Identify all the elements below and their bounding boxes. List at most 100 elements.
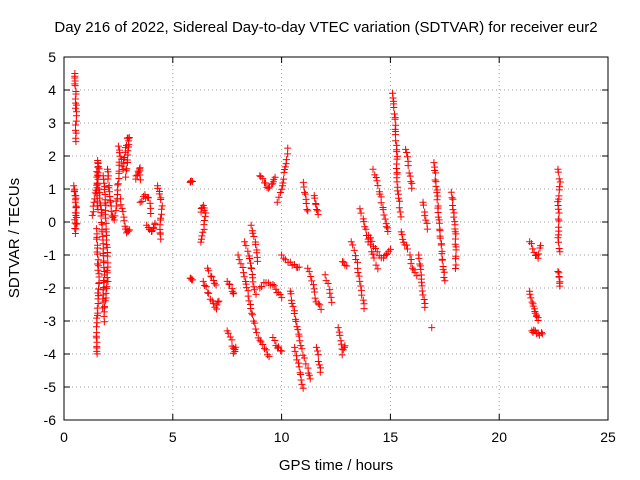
data-point bbox=[366, 234, 374, 242]
data-point bbox=[352, 255, 360, 263]
data-point bbox=[158, 210, 166, 218]
data-point bbox=[419, 291, 427, 299]
data-point bbox=[189, 276, 197, 284]
data-point bbox=[248, 311, 256, 319]
data-point bbox=[253, 249, 261, 257]
data-point bbox=[395, 194, 403, 202]
data-point bbox=[294, 326, 302, 334]
data-point bbox=[305, 371, 313, 379]
data-point bbox=[340, 258, 348, 266]
data-point bbox=[447, 188, 455, 196]
data-point bbox=[102, 214, 110, 222]
data-point bbox=[278, 294, 286, 302]
data-point bbox=[252, 325, 260, 333]
data-point bbox=[556, 178, 564, 186]
data-point bbox=[372, 174, 380, 182]
data-point bbox=[151, 219, 159, 227]
data-point bbox=[93, 350, 101, 358]
data-point bbox=[239, 263, 247, 271]
data-point bbox=[433, 188, 441, 196]
data-point bbox=[350, 246, 358, 254]
data-point bbox=[403, 241, 411, 249]
y-tick-label: -3 bbox=[44, 313, 57, 329]
data-point bbox=[252, 290, 260, 298]
data-point bbox=[371, 245, 379, 253]
data-point bbox=[404, 162, 412, 170]
data-point bbox=[398, 231, 406, 239]
data-point bbox=[432, 169, 440, 177]
data-point bbox=[230, 289, 238, 297]
data-point bbox=[421, 212, 429, 220]
data-point bbox=[301, 190, 309, 198]
data-point bbox=[103, 284, 111, 292]
data-point bbox=[263, 351, 271, 359]
data-point bbox=[93, 184, 101, 192]
data-point bbox=[204, 289, 212, 297]
data-point bbox=[554, 168, 562, 176]
data-point bbox=[314, 351, 322, 359]
data-point bbox=[210, 279, 218, 287]
data-point bbox=[106, 198, 114, 206]
data-point bbox=[358, 291, 366, 299]
data-point bbox=[316, 301, 324, 309]
data-point bbox=[284, 144, 292, 152]
data-point bbox=[92, 323, 100, 331]
data-point bbox=[92, 334, 100, 342]
data-point bbox=[392, 164, 400, 172]
data-point bbox=[377, 199, 385, 207]
data-point bbox=[187, 177, 195, 185]
data-point bbox=[397, 213, 405, 221]
data-point bbox=[411, 269, 419, 277]
data-point bbox=[441, 277, 449, 285]
data-point bbox=[450, 213, 458, 221]
data-point bbox=[417, 265, 425, 273]
data-point bbox=[112, 207, 120, 215]
data-point bbox=[280, 175, 288, 183]
data-point bbox=[259, 175, 267, 183]
data-point bbox=[94, 299, 102, 307]
data-point bbox=[253, 329, 261, 337]
data-point bbox=[104, 277, 112, 285]
data-point bbox=[248, 265, 256, 273]
data-point bbox=[71, 209, 79, 217]
data-point bbox=[380, 211, 388, 219]
data-point bbox=[316, 368, 324, 376]
data-point bbox=[93, 319, 101, 327]
data-point bbox=[252, 241, 260, 249]
data-point bbox=[299, 384, 307, 392]
grid bbox=[64, 57, 608, 420]
y-tick-label: -1 bbox=[44, 247, 57, 263]
data-point bbox=[117, 195, 125, 203]
data-point bbox=[202, 209, 210, 217]
data-point bbox=[114, 142, 122, 150]
data-point bbox=[413, 272, 421, 280]
data-point bbox=[107, 207, 115, 215]
data-point bbox=[290, 309, 298, 317]
data-point bbox=[197, 238, 205, 246]
data-point bbox=[90, 198, 98, 206]
data-point bbox=[265, 353, 273, 361]
data-point bbox=[369, 250, 377, 258]
chart-title: Day 216 of 2022, Sidereal Day-to-day VTE… bbox=[54, 19, 597, 36]
axis-ticks: 0 5 10 15 20 25 -6 -5 -4 -3 -2 -1 0 1 2 3 4 5 bbox=[44, 49, 616, 445]
data-point bbox=[148, 226, 156, 234]
data-point bbox=[292, 317, 300, 325]
data-point bbox=[396, 208, 404, 216]
data-point bbox=[201, 281, 209, 289]
data-point bbox=[71, 82, 79, 90]
data-point bbox=[105, 184, 113, 192]
data-point bbox=[136, 176, 144, 184]
data-point bbox=[136, 198, 144, 206]
data-point bbox=[125, 134, 133, 142]
data-point bbox=[122, 173, 130, 181]
data-point bbox=[279, 179, 287, 187]
data-point bbox=[299, 178, 307, 186]
data-point bbox=[187, 275, 195, 283]
data-point bbox=[384, 228, 392, 236]
data-point bbox=[393, 148, 401, 156]
data-point bbox=[406, 172, 414, 180]
data-point bbox=[315, 361, 323, 369]
y-tick-label: -4 bbox=[44, 346, 57, 362]
data-point bbox=[250, 283, 258, 291]
data-point bbox=[258, 283, 266, 291]
